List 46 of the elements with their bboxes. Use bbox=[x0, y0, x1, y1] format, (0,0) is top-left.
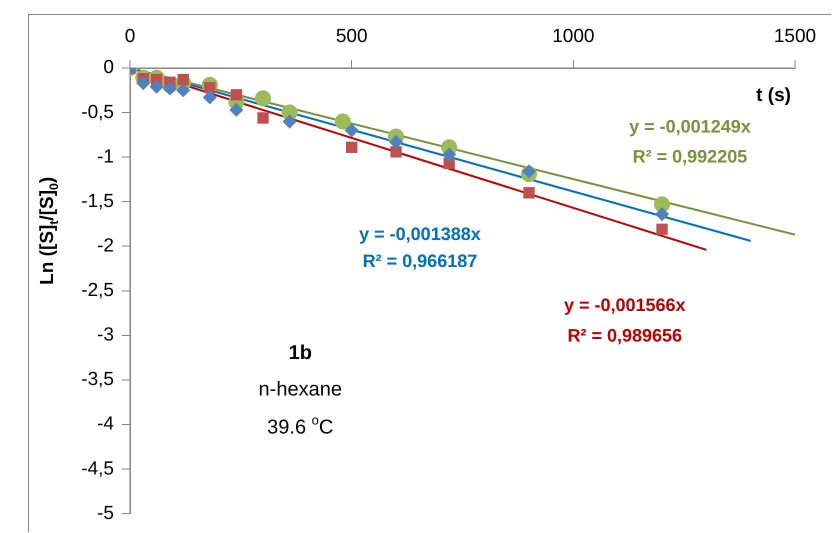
point bbox=[346, 142, 358, 153]
x-tick-label: 0 bbox=[124, 26, 136, 47]
point bbox=[176, 83, 190, 98]
x-tick-label: 1000 bbox=[552, 26, 594, 47]
x-tick-label: 500 bbox=[336, 26, 368, 47]
y-tick-label: -3,5 bbox=[81, 369, 114, 390]
y-tick-label: -4 bbox=[97, 414, 114, 435]
annotation: y = -0,001388x bbox=[359, 224, 481, 244]
point bbox=[162, 82, 177, 96]
point bbox=[150, 80, 164, 94]
y-tick-label: -2 bbox=[97, 235, 114, 256]
point bbox=[655, 207, 669, 222]
annotation: n-hexane bbox=[258, 378, 342, 401]
y-tick-label: -4,5 bbox=[81, 458, 114, 480]
x-tick-label: 1500 bbox=[774, 26, 816, 47]
annotation: y = -0,001566x bbox=[564, 294, 686, 315]
y-tick-label: -3 bbox=[97, 324, 114, 346]
y-axis-title: Ln ([S]t/[S]0) bbox=[37, 176, 62, 285]
point bbox=[136, 76, 150, 90]
y-tick-label: -1 bbox=[97, 146, 114, 168]
annotation: R² = 0,966187 bbox=[362, 250, 478, 271]
y-tick-label: -1,5 bbox=[81, 190, 114, 212]
point bbox=[255, 90, 271, 106]
point bbox=[389, 134, 403, 149]
point bbox=[334, 113, 351, 130]
annotation: y = -0,001249x bbox=[629, 116, 751, 137]
point bbox=[202, 90, 217, 104]
annotation: 1b bbox=[288, 342, 312, 364]
point bbox=[442, 147, 456, 162]
annotation: R² = 0,992205 bbox=[632, 146, 748, 167]
y-tick-label: -2,5 bbox=[81, 280, 114, 302]
point bbox=[390, 146, 402, 158]
point bbox=[230, 89, 242, 100]
point bbox=[229, 102, 244, 117]
point bbox=[522, 164, 536, 178]
y-tick-label: 0 bbox=[103, 57, 114, 78]
point bbox=[257, 112, 269, 124]
point bbox=[656, 224, 668, 235]
point bbox=[344, 123, 359, 138]
y-tick-label: -5 bbox=[97, 502, 114, 524]
point bbox=[523, 187, 535, 198]
point bbox=[178, 74, 189, 86]
y-tick-label: -0,5 bbox=[81, 102, 114, 123]
x-axis-title: t (s) bbox=[756, 85, 791, 106]
annotation: R² = 0,989656 bbox=[567, 326, 682, 346]
point bbox=[282, 114, 297, 128]
